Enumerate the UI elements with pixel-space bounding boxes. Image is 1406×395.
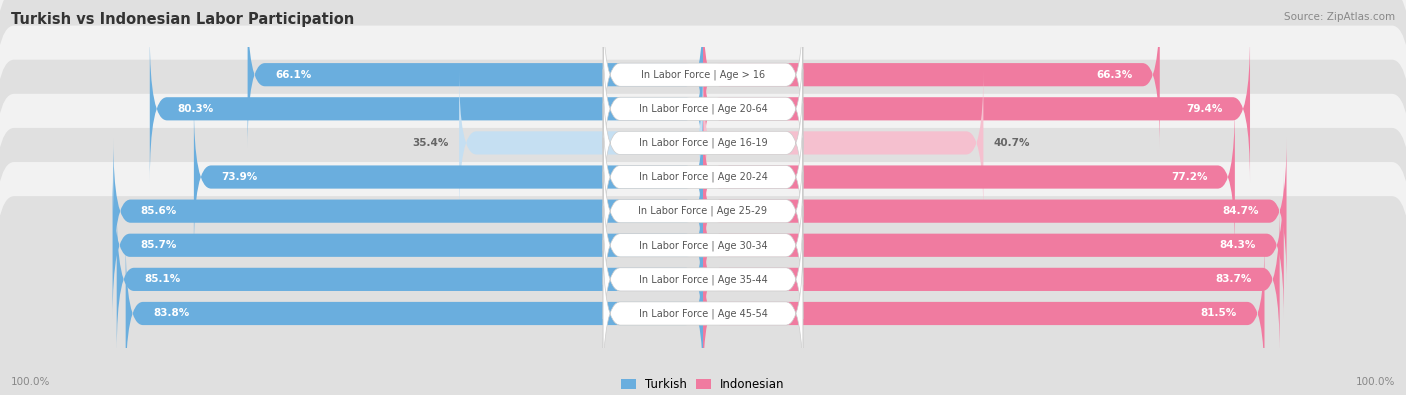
FancyBboxPatch shape [703,137,1286,285]
FancyBboxPatch shape [703,69,983,216]
FancyBboxPatch shape [703,35,1250,182]
Text: 85.1%: 85.1% [145,275,180,284]
FancyBboxPatch shape [247,1,703,149]
Legend: Turkish, Indonesian: Turkish, Indonesian [617,373,789,395]
Text: 79.4%: 79.4% [1187,104,1222,114]
Text: In Labor Force | Age 35-44: In Labor Force | Age 35-44 [638,274,768,285]
FancyBboxPatch shape [125,240,703,387]
Text: 84.7%: 84.7% [1222,206,1258,216]
FancyBboxPatch shape [603,206,803,353]
FancyBboxPatch shape [112,171,703,319]
Text: 80.3%: 80.3% [177,104,214,114]
FancyBboxPatch shape [703,206,1279,353]
Text: 73.9%: 73.9% [221,172,257,182]
FancyBboxPatch shape [0,94,1406,329]
FancyBboxPatch shape [460,69,703,216]
FancyBboxPatch shape [0,60,1406,294]
FancyBboxPatch shape [0,26,1406,260]
FancyBboxPatch shape [194,103,703,251]
Text: 81.5%: 81.5% [1201,308,1237,318]
FancyBboxPatch shape [703,171,1284,319]
Text: 84.3%: 84.3% [1220,240,1256,250]
FancyBboxPatch shape [0,0,1406,192]
FancyBboxPatch shape [703,240,1264,387]
Text: In Labor Force | Age > 16: In Labor Force | Age > 16 [641,70,765,80]
Text: In Labor Force | Age 20-64: In Labor Force | Age 20-64 [638,103,768,114]
FancyBboxPatch shape [603,103,803,251]
Text: 66.1%: 66.1% [276,70,311,80]
Text: 100.0%: 100.0% [1355,377,1395,387]
Text: 77.2%: 77.2% [1171,172,1208,182]
Text: Source: ZipAtlas.com: Source: ZipAtlas.com [1284,12,1395,22]
Text: In Labor Force | Age 20-24: In Labor Force | Age 20-24 [638,172,768,182]
FancyBboxPatch shape [603,240,803,387]
FancyBboxPatch shape [603,69,803,216]
Text: 85.6%: 85.6% [141,206,177,216]
FancyBboxPatch shape [150,35,703,182]
Text: Turkish vs Indonesian Labor Participation: Turkish vs Indonesian Labor Participatio… [11,12,354,27]
Text: In Labor Force | Age 30-34: In Labor Force | Age 30-34 [638,240,768,250]
Text: 66.3%: 66.3% [1095,70,1132,80]
FancyBboxPatch shape [603,1,803,149]
Text: 83.8%: 83.8% [153,308,190,318]
Text: 100.0%: 100.0% [11,377,51,387]
FancyBboxPatch shape [703,103,1234,251]
FancyBboxPatch shape [0,128,1406,363]
FancyBboxPatch shape [0,162,1406,395]
FancyBboxPatch shape [0,0,1406,226]
Text: 85.7%: 85.7% [141,240,177,250]
FancyBboxPatch shape [117,206,703,353]
Text: In Labor Force | Age 45-54: In Labor Force | Age 45-54 [638,308,768,319]
FancyBboxPatch shape [703,1,1160,149]
FancyBboxPatch shape [603,35,803,182]
FancyBboxPatch shape [0,196,1406,395]
Text: In Labor Force | Age 25-29: In Labor Force | Age 25-29 [638,206,768,216]
FancyBboxPatch shape [114,137,703,285]
Text: 35.4%: 35.4% [412,138,449,148]
FancyBboxPatch shape [603,137,803,285]
Text: In Labor Force | Age 16-19: In Labor Force | Age 16-19 [638,138,768,148]
Text: 40.7%: 40.7% [994,138,1031,148]
Text: 83.7%: 83.7% [1216,275,1253,284]
FancyBboxPatch shape [603,171,803,319]
